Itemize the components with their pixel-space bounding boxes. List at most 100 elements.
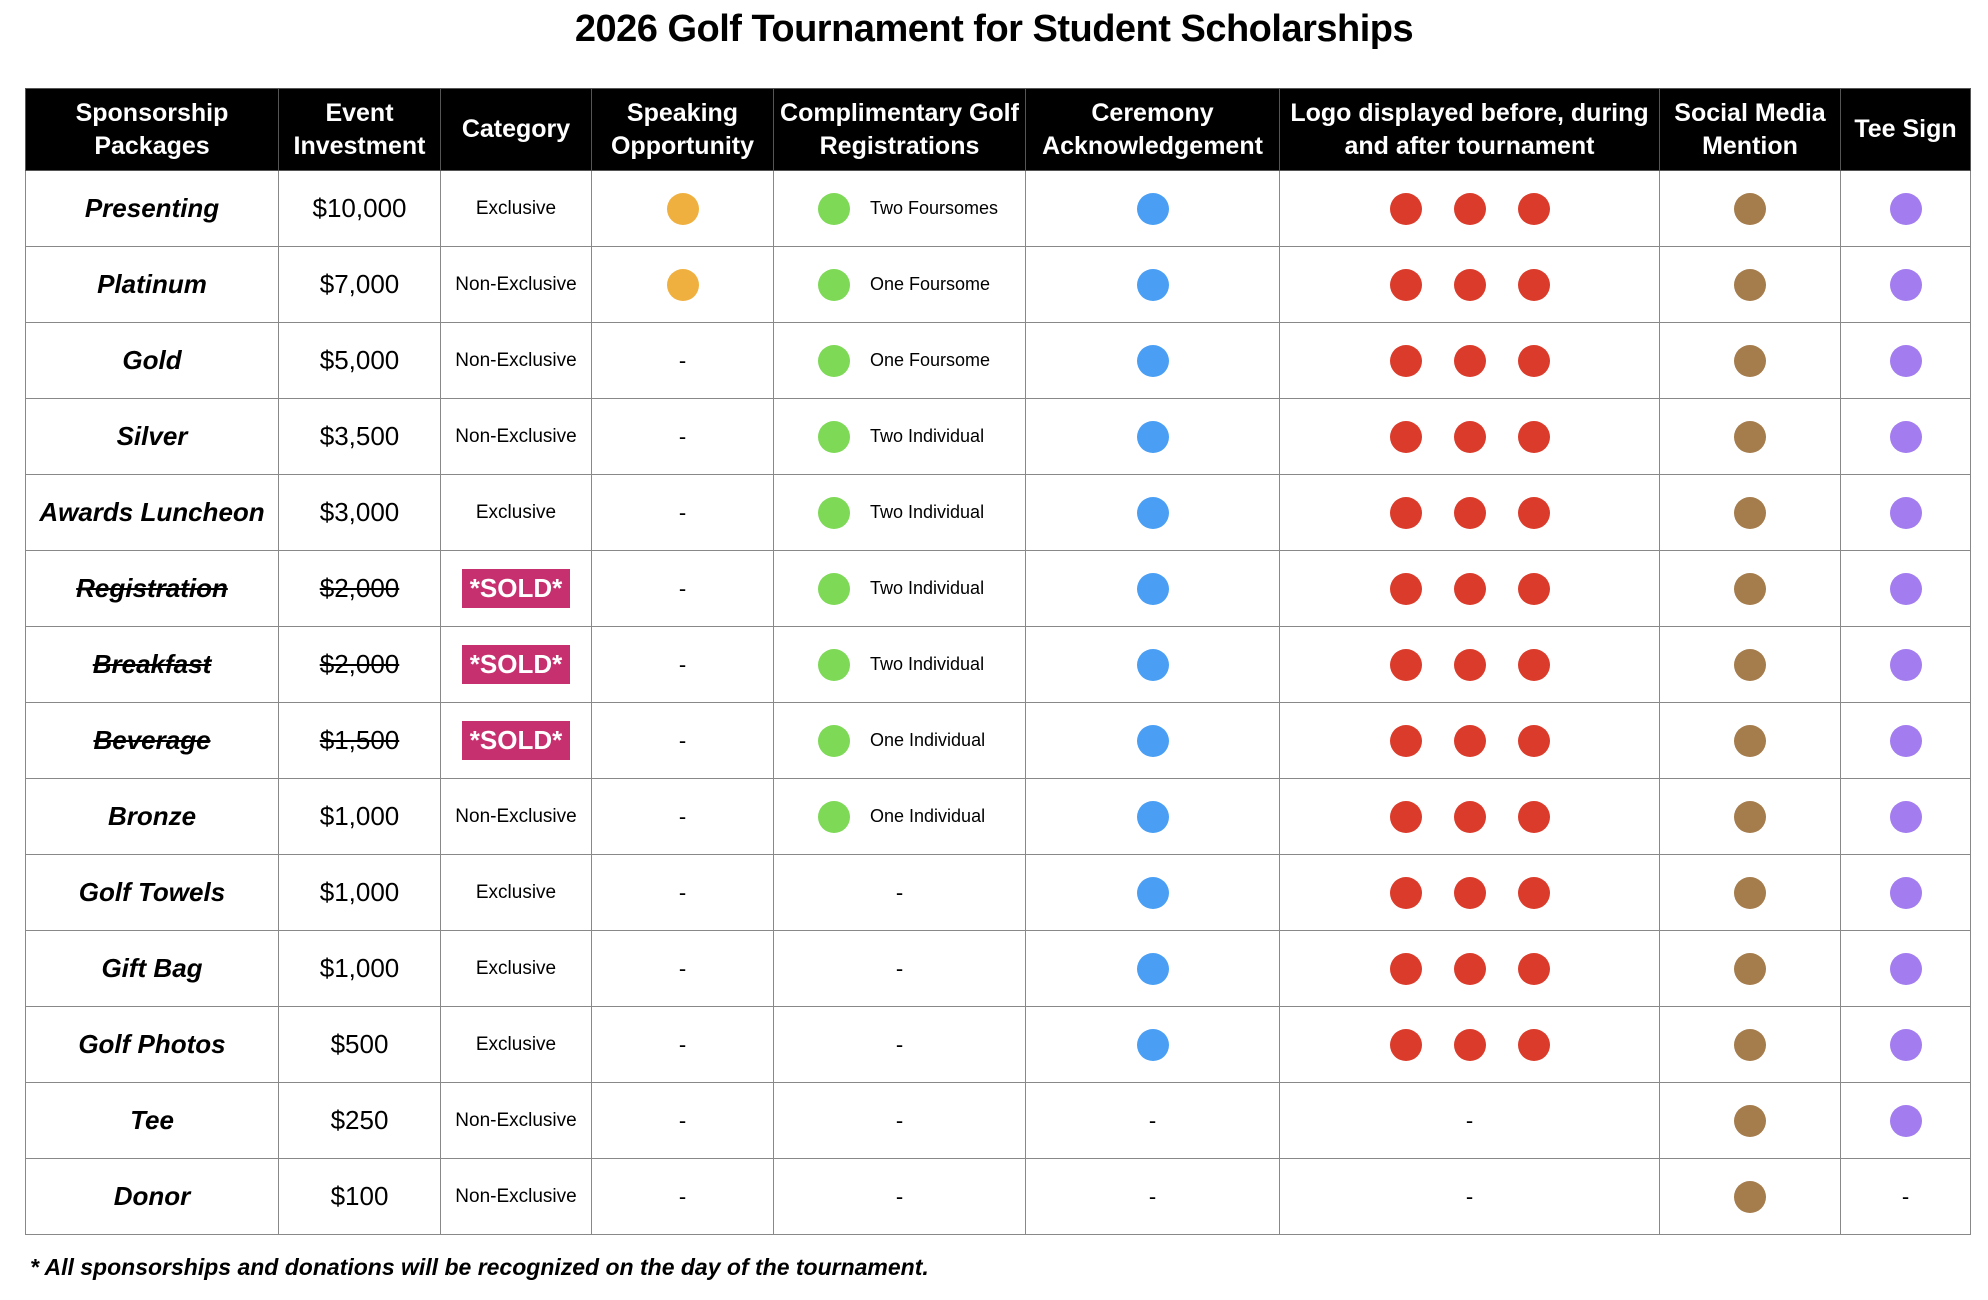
logo-dot-icon	[1389, 952, 1422, 985]
header-ceremony: Ceremony Acknowledgement	[1025, 88, 1280, 171]
tee-sign-cell	[1840, 778, 1971, 855]
tee-sign-dot-icon	[1889, 952, 1922, 985]
social-cell	[1659, 550, 1841, 627]
table-row: Breakfast $2,000 *SOLD* - Two Individual	[25, 626, 1971, 703]
not-included-dash: -	[678, 651, 687, 677]
category-cell: Non-Exclusive	[440, 322, 592, 399]
speaking-cell: -	[591, 626, 774, 703]
not-included-dash: -	[678, 1183, 687, 1209]
package-name: Registration	[25, 550, 279, 627]
social-cell	[1659, 474, 1841, 551]
logo-dot-icon	[1389, 192, 1422, 225]
logo-cell	[1279, 930, 1660, 1007]
logo-dot-icon	[1389, 268, 1422, 301]
header-registrations: Complimentary Golf Registrations	[773, 88, 1026, 171]
registration-label: Two Individual	[870, 654, 985, 674]
logo-dots	[1280, 420, 1659, 453]
ceremony-dot-icon	[1136, 952, 1169, 985]
social-cell	[1659, 1082, 1841, 1159]
speaking-cell: -	[591, 322, 774, 399]
table-row: Awards Luncheon $3,000 Exclusive - Two Indiv…	[25, 474, 1971, 551]
table-row: Presenting $10,000 Exclusive Two Foursomes	[25, 170, 1971, 247]
registration-label: One Individual	[870, 730, 986, 750]
sold-badge: *SOLD*	[461, 645, 571, 684]
header-packages: Sponsorship Packages	[25, 88, 279, 171]
registration-info: Two Individual	[774, 496, 1025, 529]
investment: $3,500	[278, 398, 441, 475]
page-title: 2026 Golf Tournament for Student Scholar…	[574, 8, 1414, 50]
ceremony-dot-icon	[1136, 876, 1169, 909]
table-row: Gift Bag $1,000 Exclusive - -	[25, 930, 1971, 1007]
logo-cell	[1279, 246, 1660, 323]
social-dot-icon	[1734, 1104, 1766, 1137]
not-included-dash: -	[895, 955, 904, 981]
ceremony-cell	[1025, 322, 1280, 399]
logo-dot-icon	[1517, 344, 1550, 377]
social-cell	[1659, 398, 1841, 475]
header-category: Category	[440, 88, 592, 171]
logo-cell	[1279, 626, 1660, 703]
header-logo: Logo displayed before, during and after …	[1279, 88, 1660, 171]
speaking-cell: -	[591, 930, 774, 1007]
speaking-cell: -	[591, 474, 774, 551]
category-cell: Exclusive	[440, 1006, 592, 1083]
registration-cell: -	[773, 1158, 1026, 1235]
logo-cell	[1279, 854, 1660, 931]
investment: $500	[278, 1006, 441, 1083]
category-cell: Exclusive	[440, 930, 592, 1007]
social-dot-icon	[1734, 192, 1766, 225]
logo-dot-icon	[1453, 572, 1486, 605]
table-row: Tee $250 Non-Exclusive - - - -	[25, 1082, 1971, 1159]
social-dot-icon	[1734, 1028, 1766, 1061]
package-name: Presenting	[25, 170, 279, 247]
category-cell: Non-Exclusive	[440, 778, 592, 855]
social-cell	[1659, 1006, 1841, 1083]
tee-sign-cell	[1840, 626, 1971, 703]
registration-label: One Foursome	[870, 350, 991, 370]
social-dot-icon	[1734, 648, 1766, 681]
tee-sign-dot-icon	[1889, 268, 1922, 301]
category-label: Exclusive	[475, 197, 557, 219]
category-cell: *SOLD*	[440, 626, 592, 703]
logo-dot-icon	[1517, 1028, 1550, 1061]
category-cell: Exclusive	[440, 170, 592, 247]
logo-dots	[1280, 876, 1659, 909]
ceremony-cell	[1025, 398, 1280, 475]
social-dot-icon	[1734, 952, 1766, 985]
social-cell	[1659, 246, 1841, 323]
logo-dot-icon	[1517, 952, 1550, 985]
ceremony-cell	[1025, 1006, 1280, 1083]
registration-label: Two Individual	[870, 426, 985, 446]
not-included-dash: -	[678, 955, 687, 981]
logo-cell	[1279, 322, 1660, 399]
logo-dot-icon	[1517, 268, 1550, 301]
ceremony-dot-icon	[1136, 1028, 1169, 1061]
social-dot-icon	[1734, 724, 1766, 757]
logo-dots	[1280, 952, 1659, 985]
ceremony-cell	[1025, 702, 1280, 779]
social-dot-icon	[1734, 496, 1766, 529]
ceremony-dot-icon	[1136, 192, 1169, 225]
investment: $10,000	[278, 170, 441, 247]
registration-info: Two Individual	[774, 572, 1025, 605]
tee-sign-cell	[1840, 1006, 1971, 1083]
package-name: Bronze	[25, 778, 279, 855]
registration-cell: Two Individual	[773, 398, 1026, 475]
table-row: Golf Photos $500 Exclusive - -	[25, 1006, 1971, 1083]
logo-dots	[1280, 268, 1659, 301]
speaking-cell: -	[591, 1006, 774, 1083]
social-dot-icon	[1734, 268, 1766, 301]
logo-cell	[1279, 398, 1660, 475]
registration-label: One Individual	[870, 806, 986, 826]
not-included-dash: -	[678, 499, 687, 525]
registration-cell: -	[773, 1006, 1026, 1083]
tee-sign-cell	[1840, 398, 1971, 475]
speaking-cell: -	[591, 778, 774, 855]
logo-dot-icon	[1517, 420, 1550, 453]
not-included-dash: -	[678, 727, 687, 753]
category-label: Non-Exclusive	[455, 349, 577, 371]
registration-label: Two Individual	[870, 578, 985, 598]
logo-dots	[1280, 572, 1659, 605]
not-included-dash: -	[895, 1107, 904, 1133]
registration-dot-icon	[818, 572, 850, 605]
